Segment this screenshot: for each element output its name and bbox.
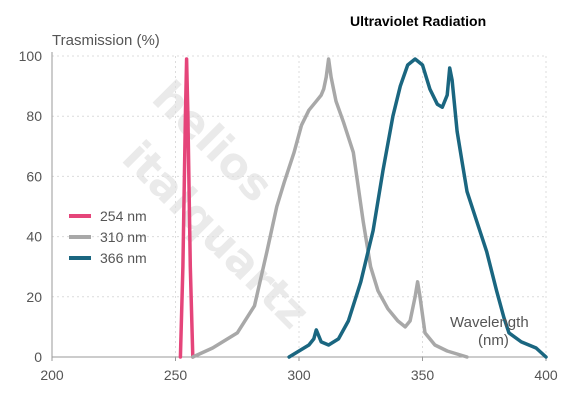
y-tick-label: 0 bbox=[34, 349, 42, 365]
x-tick-label: 200 bbox=[40, 367, 64, 383]
legend-label: 310 nm bbox=[100, 229, 147, 245]
series-line-366-nm bbox=[287, 57, 548, 359]
legend-label: 254 nm bbox=[100, 208, 147, 224]
x-axis-title-line1: Wavelength bbox=[450, 314, 529, 331]
y-tick-label: 40 bbox=[26, 229, 42, 245]
y-tick-label: 100 bbox=[19, 48, 43, 64]
series-line-310-nm bbox=[191, 57, 469, 359]
y-axis-title: Trasmission (%) bbox=[52, 32, 160, 49]
x-axis-title-line2: (nm) bbox=[478, 332, 509, 349]
y-tick-label: 80 bbox=[26, 108, 42, 124]
x-tick-label: 250 bbox=[164, 367, 188, 383]
axes: 0 20 40 60 80 100 200 250 300 350 400 bbox=[19, 48, 558, 383]
x-tick-label: 400 bbox=[534, 367, 558, 383]
legend: 254 nm 310 nm 366 nm bbox=[69, 208, 147, 266]
chart-title: Ultraviolet Radiation bbox=[350, 13, 486, 29]
series-layer bbox=[178, 57, 548, 359]
legend-label: 366 nm bbox=[100, 250, 147, 266]
x-tick-label: 350 bbox=[411, 367, 435, 383]
series-line-254-nm bbox=[178, 57, 195, 359]
y-tick-label: 60 bbox=[26, 168, 42, 184]
x-tick-label: 300 bbox=[287, 367, 311, 383]
y-tick-label: 20 bbox=[26, 289, 42, 305]
